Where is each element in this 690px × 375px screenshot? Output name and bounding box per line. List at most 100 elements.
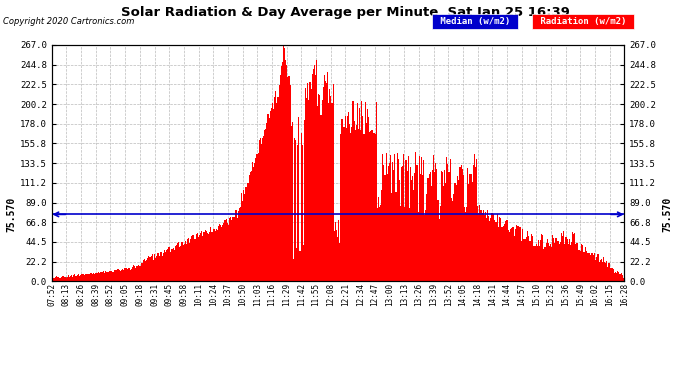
Bar [220,225,221,281]
Bar [595,260,596,281]
Bar [472,182,473,281]
Bar [103,271,104,281]
Bar [602,262,603,281]
Bar [557,241,558,281]
Bar [513,236,515,281]
Bar [603,257,604,281]
Bar [146,261,147,281]
Bar [475,168,476,281]
Bar [378,197,379,281]
Bar [125,268,126,281]
Bar [101,272,102,281]
Bar [313,69,314,281]
Bar [431,186,432,281]
Bar [82,274,83,281]
Bar [612,268,613,281]
Bar [436,169,437,281]
Bar [188,238,189,281]
Bar [531,234,532,281]
Bar [110,271,111,281]
Bar [252,162,253,281]
Bar [546,239,548,281]
Bar [177,243,178,281]
Bar [589,253,590,281]
Bar [237,211,239,281]
Bar [559,244,560,281]
Bar [168,248,169,281]
Bar [433,155,434,281]
Bar [255,158,257,281]
Bar [489,220,491,281]
Bar [95,273,97,281]
Bar [292,122,293,281]
Bar [579,250,580,281]
Bar [401,167,402,281]
Bar [498,227,499,281]
Bar [305,88,306,281]
Bar [552,235,553,281]
Bar [312,75,313,281]
Bar [254,163,255,281]
Bar [186,243,187,281]
Bar [582,245,583,281]
Bar [538,240,539,281]
Bar [317,106,318,281]
Bar [132,267,133,281]
Bar [104,273,106,281]
Bar [145,261,146,281]
Bar [576,243,578,281]
Bar [466,207,467,281]
Bar [88,274,89,281]
Bar [63,276,64,281]
Bar [124,268,125,281]
Bar [135,268,136,281]
Bar [613,269,614,281]
Bar [368,117,369,281]
Bar [420,174,421,281]
Bar [264,130,265,281]
Bar [423,160,424,281]
Bar [393,170,395,281]
Bar [298,117,299,281]
Bar [586,251,587,281]
Bar [464,207,465,281]
Bar [150,256,152,281]
Bar [351,127,353,281]
Bar [334,231,335,281]
Bar [166,250,167,281]
Bar [318,94,319,281]
Bar [345,116,346,281]
Bar [299,251,301,281]
Bar [80,274,81,281]
Bar [108,271,110,281]
Bar [83,274,84,281]
Bar [62,276,63,281]
Bar [524,238,526,281]
Bar [333,84,334,281]
Bar [144,259,145,281]
Bar [415,152,417,281]
Bar [261,144,262,281]
Bar [465,212,466,281]
Bar [488,216,489,281]
Bar [349,124,351,281]
Bar [414,173,415,281]
Bar [515,225,517,281]
Bar [607,267,609,281]
Bar [377,208,378,281]
Bar [290,126,292,281]
Bar [509,232,510,281]
Bar [302,145,303,281]
Bar [141,263,143,281]
Bar [502,226,504,281]
Bar [53,278,55,281]
Bar [130,269,132,281]
Bar [308,100,309,281]
Bar [477,206,478,281]
Bar [136,266,137,281]
Bar [218,226,219,281]
Bar [224,219,226,281]
Bar [570,244,571,281]
Bar [59,278,60,281]
Bar [72,277,73,281]
